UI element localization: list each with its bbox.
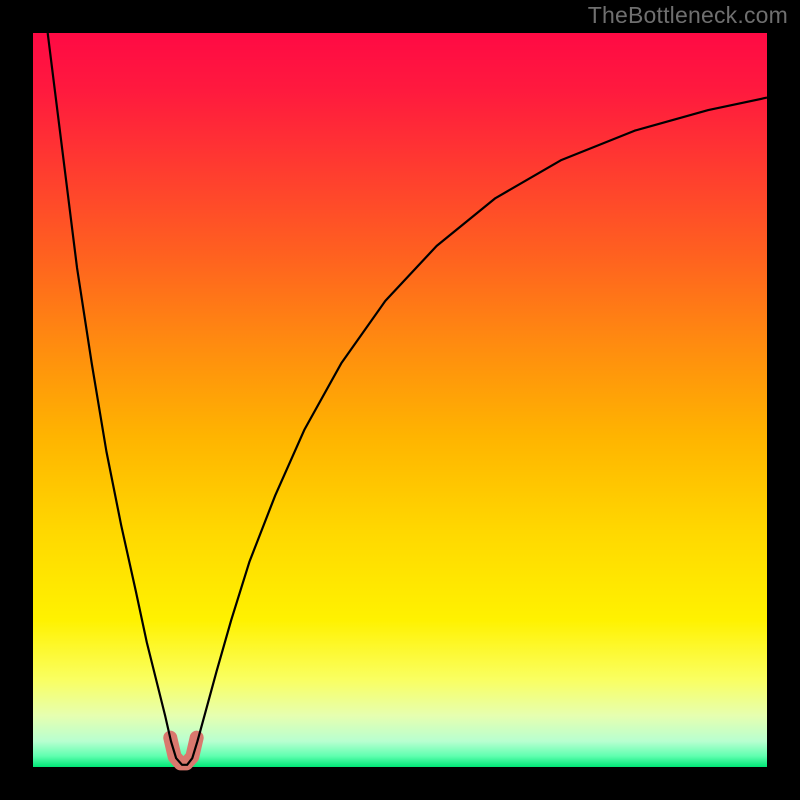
- plot-background: [33, 33, 767, 767]
- chart-svg: [0, 0, 800, 800]
- watermark-label: TheBottleneck.com: [588, 2, 788, 29]
- chart-stage: TheBottleneck.com: [0, 0, 800, 800]
